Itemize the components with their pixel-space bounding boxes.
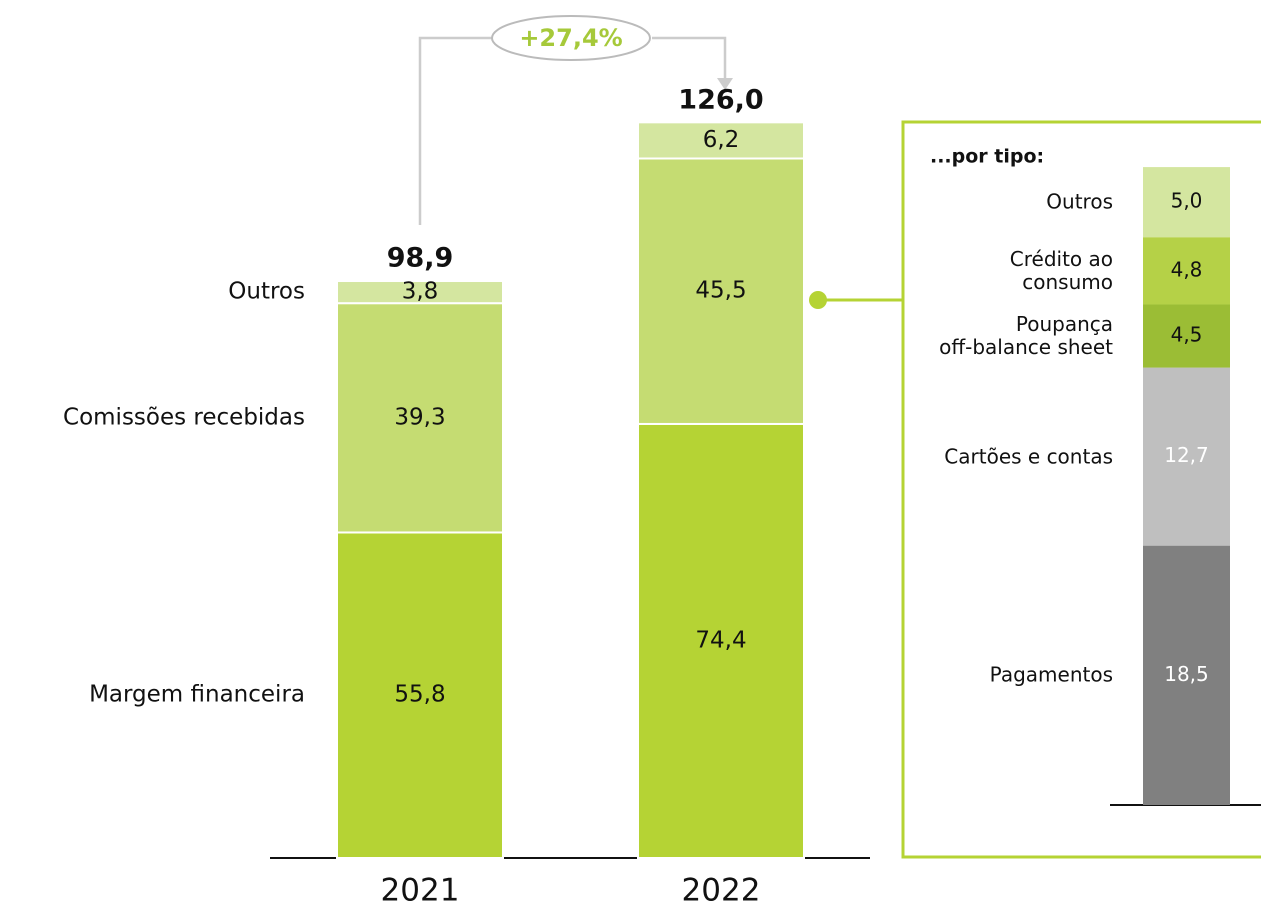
series-label: Outros <box>228 279 305 305</box>
bar-segment <box>336 280 504 305</box>
bar-segment <box>336 531 504 860</box>
category-label: Cartões e contas <box>944 444 1113 469</box>
value-label: 4,5 <box>1171 323 1203 347</box>
series-label: Margem financeira <box>89 682 305 708</box>
value-label: 12,7 <box>1164 443 1209 467</box>
connector-dot <box>809 291 827 309</box>
breakdown-title: ...por tipo: <box>930 146 1044 168</box>
bar-segment <box>1143 367 1230 546</box>
growth-arrow <box>652 36 727 80</box>
series-label: Comissões recebidas <box>63 404 305 430</box>
total-label: 98,9 <box>387 243 454 274</box>
total-label: 126,0 <box>678 84 763 115</box>
bar-segment <box>637 157 805 425</box>
bar-segment <box>1143 237 1230 305</box>
category-label: Pagamentos <box>989 662 1113 687</box>
bar-segment <box>1143 545 1230 805</box>
value-label: 5,0 <box>1171 189 1203 213</box>
bar-segment <box>1143 167 1230 238</box>
x-tick-label: 2021 <box>381 873 460 909</box>
value-label: 6,2 <box>703 127 740 153</box>
category-label: Poupança off-balance sheet <box>939 312 1113 360</box>
growth-label: +27,4% <box>519 24 622 52</box>
value-label: 18,5 <box>1164 662 1209 686</box>
growth-oval <box>491 15 651 61</box>
category-label: Outros <box>1046 189 1113 214</box>
value-label: 4,8 <box>1171 257 1203 281</box>
breakdown-frame <box>901 120 1261 859</box>
bar-segment <box>637 422 805 859</box>
bar-segment <box>637 121 805 160</box>
value-label: 39,3 <box>394 404 445 430</box>
value-label: 74,4 <box>695 627 746 653</box>
bar-segment <box>1143 304 1230 368</box>
category-label: Crédito ao consumo <box>1009 246 1113 294</box>
arrow-head <box>717 78 733 90</box>
value-label: 3,8 <box>402 279 439 305</box>
value-label: 55,8 <box>394 682 445 708</box>
x-tick-label: 2022 <box>682 873 761 909</box>
growth-arrow <box>418 36 492 225</box>
value-label: 45,5 <box>695 278 746 304</box>
